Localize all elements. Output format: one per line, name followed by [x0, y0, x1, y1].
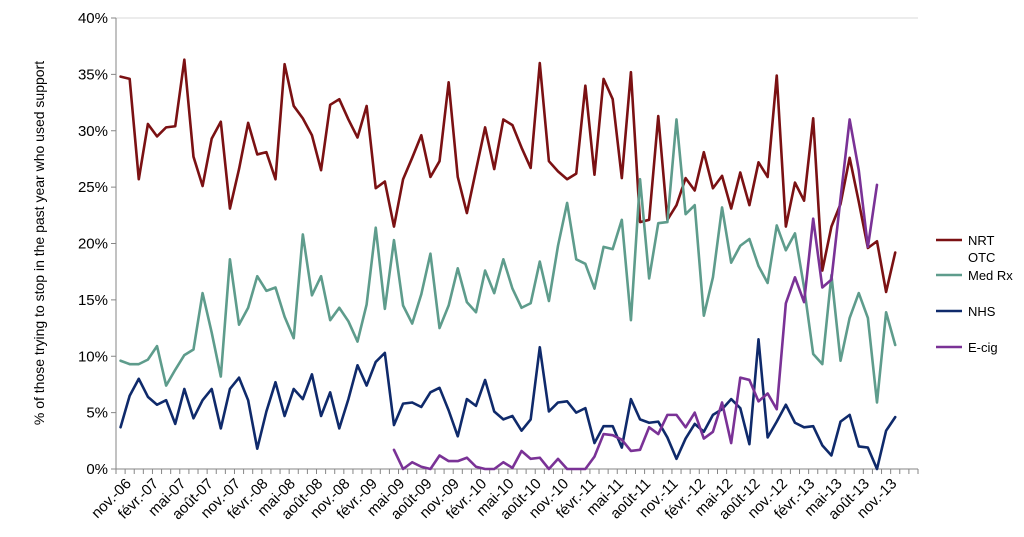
legend: NRT OTC Med Rx NHS E-cig	[936, 233, 1013, 355]
legend-entry: E-cig	[936, 340, 998, 355]
y-tick-labels: 0% 5% 10% 15% 20% 25% 30% 35% 40%	[78, 10, 116, 478]
y-tick-label: 30%	[78, 123, 108, 140]
y-tick-label: 35%	[78, 66, 108, 83]
series-line-med-rx	[119, 118, 897, 404]
series-line-nhs	[119, 338, 897, 471]
x-tick-labels: nov.-06févr.-07mai-07août-07nov.-07févr.…	[88, 469, 919, 523]
legend-entry: NRT OTC	[936, 233, 995, 265]
series-line-nrt-otc	[119, 58, 897, 294]
legend-label: NRT	[968, 233, 995, 248]
y-tick-label: 25%	[78, 179, 108, 196]
y-tick-label: 40%	[78, 10, 108, 27]
y-tick-label: 20%	[78, 236, 108, 253]
series-layer	[119, 58, 897, 471]
legend-entry: NHS	[936, 304, 996, 319]
legend-label: Med Rx	[968, 268, 1013, 283]
y-axis-title: % of those trying to stop in the past ye…	[31, 61, 47, 425]
y-tick-label: 10%	[78, 348, 108, 365]
y-tick-label: 15%	[78, 292, 108, 309]
legend-entry: Med Rx	[936, 268, 1013, 283]
series-line-e-cig	[392, 118, 879, 471]
y-tick-label: 5%	[86, 405, 108, 422]
legend-label: OTC	[968, 250, 995, 265]
legend-label: E-cig	[968, 340, 998, 355]
y-tick-label: 0%	[86, 461, 108, 478]
legend-label: NHS	[968, 304, 996, 319]
